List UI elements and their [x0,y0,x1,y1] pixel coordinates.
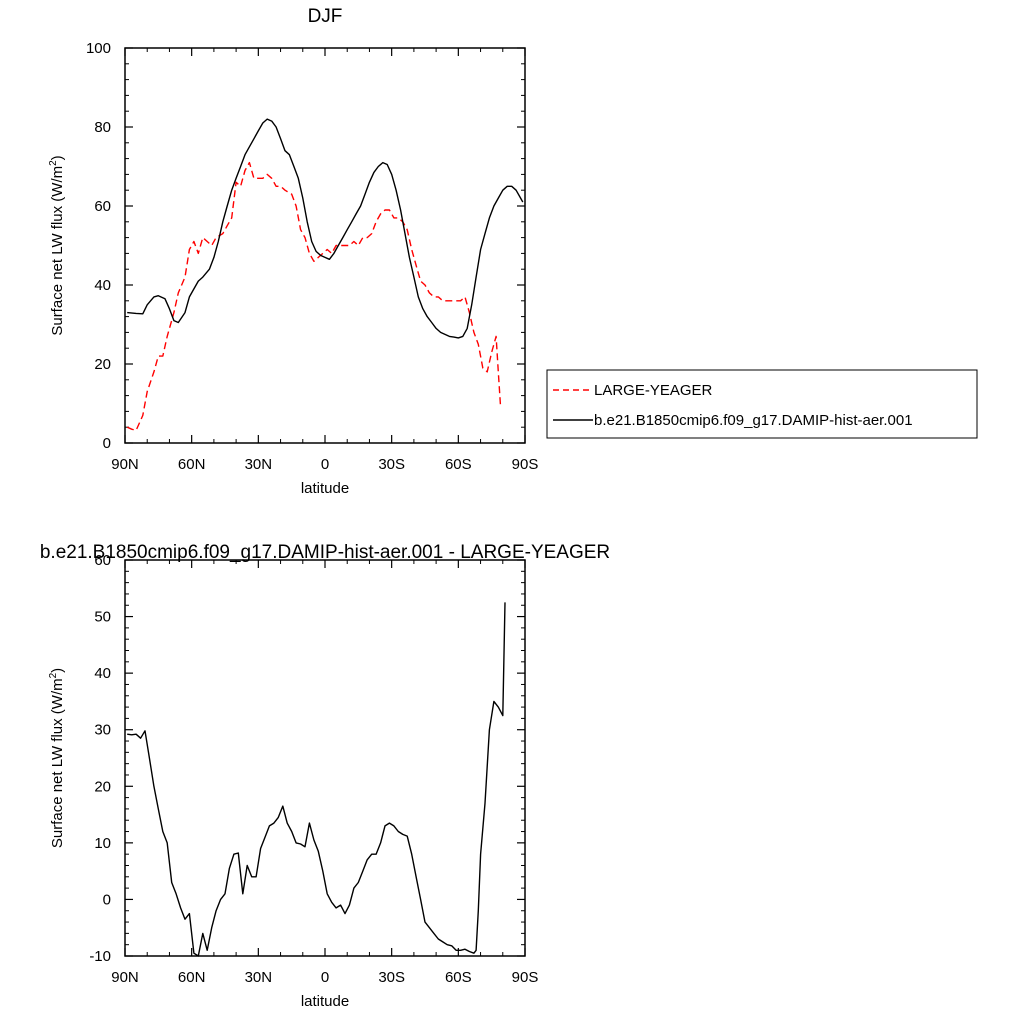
legend-label-large-yeager: LARGE-YEAGER [594,382,713,399]
y-tick-label: 30 [94,722,111,739]
legend-label-damip-hist-aer: b.e21.B1850cmip6.f09_g17.DAMIP-hist-aer.… [594,412,913,429]
top-y-axis-label-suffix: ) [49,155,66,160]
x-tick-label: 90S [512,969,539,986]
x-tick-label: 60N [178,456,206,473]
top-panel-chart: DJF 90N 60N 30N 0 30S 60S 90S 0 20 40 60 80 100 lat… [48,6,978,497]
top-series-lines [126,118,524,432]
x-tick-label: 90N [111,456,139,473]
top-y-axis-label: Surface net LW flux (W/m2) [48,155,66,335]
top-plot-frame [124,47,526,444]
x-tick-label: 60S [445,969,472,986]
bottom-y-axis-label: Surface net LW flux (W/m2) [48,668,66,848]
y-tick-label: 10 [94,835,111,852]
x-tick-label: 30S [378,456,405,473]
x-tick-label: 30N [245,456,273,473]
y-tick-label: 50 [94,609,111,626]
x-tick-label: 60N [178,969,206,986]
difference-series-line [127,602,506,957]
legend-box [546,369,978,439]
y-tick-label: 0 [103,891,111,908]
top-x-tick-labels: 90N 60N 30N 0 30S 60S 90S [111,456,538,473]
bottom-x-axis-label: latitude [301,993,349,1010]
bottom-plot-frame [124,559,526,957]
x-tick-label: 30N [245,969,273,986]
top-y-axis-label-superscript: 2 [48,160,59,166]
bottom-panel-chart: b.e21.B1850cmip6.f09_g17.DAMIP-hist-aer.… [40,542,610,1010]
series-line-b-e21-b1850cmip6-f09-g17-damip-hist-aer-001 [127,118,524,339]
y-tick-label: -10 [89,948,111,965]
legend: LARGE-YEAGER b.e21.B1850cmip6.f09_g17.DA… [546,369,978,439]
y-tick-label: 0 [103,435,111,452]
top-x-axis-label: latitude [301,480,349,497]
series-line-large-yeager [126,161,502,432]
y-tick-label: 20 [94,356,111,373]
bottom-chart-title: b.e21.B1850cmip6.f09_g17.DAMIP-hist-aer.… [40,542,610,563]
y-tick-label: 60 [94,198,111,215]
x-tick-label: 0 [321,456,329,473]
top-chart-title: DJF [308,6,343,27]
bottom-y-axis-label-main: Surface net LW flux (W/m [49,678,66,848]
y-tick-label: 20 [94,778,111,795]
x-tick-label: 60S [445,456,472,473]
y-tick-label: 40 [94,665,111,682]
y-tick-label: 40 [94,277,111,294]
x-tick-label: 0 [321,969,329,986]
bottom-y-axis-label-superscript: 2 [48,672,59,678]
x-tick-label: 90N [111,969,139,986]
top-axis-ticks [124,47,526,444]
top-y-axis-label-main: Surface net LW flux (W/m [49,166,66,336]
bottom-y-axis-label-suffix: ) [49,668,66,673]
top-y-tick-labels: 0 20 40 60 80 100 [86,40,111,452]
y-tick-label: 60 [94,552,111,569]
bottom-x-tick-labels: 90N 60N 30N 0 30S 60S 90S [111,969,538,986]
y-tick-label: 100 [86,40,111,57]
y-tick-label: 80 [94,119,111,136]
bottom-series-lines [127,602,506,957]
x-tick-label: 30S [378,969,405,986]
bottom-axis-ticks [124,559,526,957]
bottom-y-tick-labels: -10 0 10 20 30 40 50 60 [89,552,111,965]
x-tick-label: 90S [512,456,539,473]
